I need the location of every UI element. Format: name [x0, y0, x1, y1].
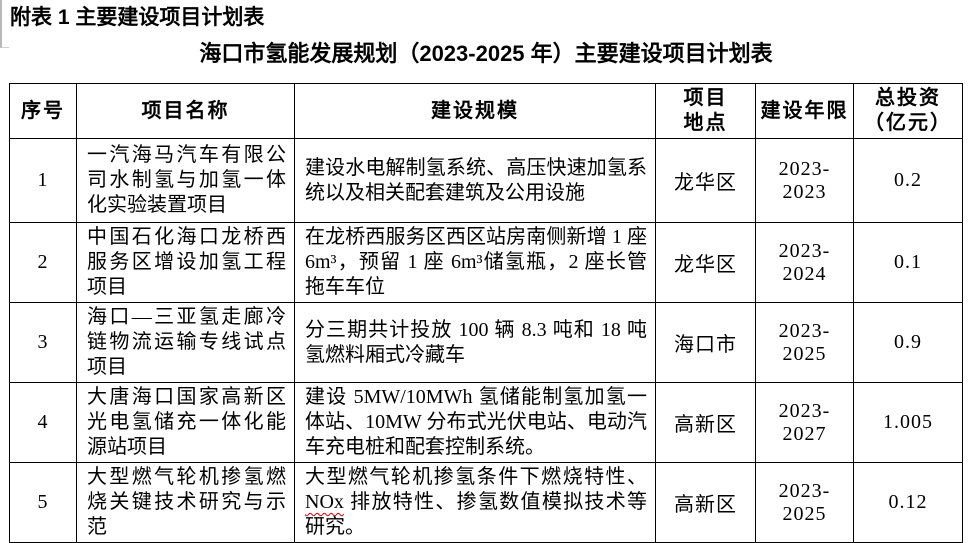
projects-table: 序号 项目名称 建设规模 项目 地点 建设年限 总投资 （亿元） 1 一汽海马汽…	[9, 83, 963, 543]
cell-scale: 在龙桥西服务区西区站房南侧新增 1 座 6m³，预留 1 座 6m³储氢瓶，2 …	[294, 222, 656, 303]
cell-period: 2023-2023	[755, 138, 854, 223]
col-header-location: 项目 地点	[655, 83, 756, 139]
cell-investment: 0.9	[853, 302, 963, 383]
cell-index: 5	[9, 462, 77, 543]
table-title: 海口市氢能发展规划（2023-2025 年）主要建设项目计划表	[199, 41, 773, 66]
cell-index: 4	[9, 382, 77, 463]
col-header-period: 建设年限	[755, 83, 854, 139]
cell-project-name: 大型燃气轮机掺氢燃烧关键技术研究与示范	[76, 462, 295, 543]
table-row: 5 大型燃气轮机掺氢燃烧关键技术研究与示范 大型燃气轮机掺氢条件下燃烧特性、 NO…	[9, 462, 963, 543]
cell-scale: 建设水电解制氢系统、高压快速加氢系统以及相关配套建筑及公用设施	[294, 138, 656, 223]
col-header-name: 项目名称	[76, 83, 295, 139]
table-row: 1 一汽海马汽车有限公司水制氢与加氢一体化实验装置项目 建设水电解制氢系统、高压…	[9, 138, 963, 223]
col-header-scale: 建设规模	[294, 83, 656, 139]
cell-investment: 0.2	[853, 138, 963, 223]
cell-period: 2023-2025	[755, 462, 854, 543]
cell-investment: 1.005	[853, 382, 963, 463]
cell-location: 高新区	[655, 382, 756, 463]
cell-investment: 0.12	[853, 462, 963, 543]
table-row: 2 中国石化海口龙桥西服务区增设加氢工程项目 在龙桥西服务区西区站房南侧新增 1…	[9, 222, 963, 303]
cell-project-name: 一汽海马汽车有限公司水制氢与加氢一体化实验装置项目	[76, 138, 295, 223]
scale-text-before: 大型燃气轮机掺氢条件下燃烧特性、	[305, 466, 647, 488]
cell-location: 龙华区	[655, 222, 756, 303]
cell-scale: 建设 5MW/10MWh 氢储能制氢加氢一体站、10MW 分布式光伏电站、电动汽…	[294, 382, 656, 463]
cell-project-name: 海口—三亚氢走廊冷链物流运输专线试点项目	[76, 302, 295, 383]
cell-location: 高新区	[655, 462, 756, 543]
cell-period: 2023-2024	[755, 222, 854, 303]
table-row: 3 海口—三亚氢走廊冷链物流运输专线试点项目 分三期共计投放 100 辆 8.3…	[9, 302, 963, 383]
spellcheck-marked-text: NOx	[305, 491, 344, 513]
cell-investment: 0.1	[853, 222, 963, 303]
cell-project-name: 中国石化海口龙桥西服务区增设加氢工程项目	[76, 222, 295, 303]
page-corner-artifact	[0, 0, 9, 48]
col-header-investment: 总投资 （亿元）	[853, 83, 963, 139]
header-row: 序号 项目名称 建设规模 项目 地点 建设年限 总投资 （亿元）	[9, 83, 963, 139]
cell-index: 1	[9, 138, 77, 223]
col-header-index: 序号	[9, 83, 77, 139]
cell-index: 3	[9, 302, 77, 383]
cell-project-name: 大唐海口国家高新区光电氢储充一体化能源站项目	[76, 382, 295, 463]
appendix-caption: 附表 1 主要建设项目计划表	[10, 6, 265, 29]
cell-index: 2	[9, 222, 77, 303]
table-row: 4 大唐海口国家高新区光电氢储充一体化能源站项目 建设 5MW/10MWh 氢储…	[9, 382, 963, 463]
cell-scale: 大型燃气轮机掺氢条件下燃烧特性、 NOx 排放特性、掺氢数值模拟技术等研究。	[294, 462, 656, 543]
cell-scale: 分三期共计投放 100 辆 8.3 吨和 18 吨氢燃料厢式冷藏车	[294, 302, 656, 383]
cell-location: 龙华区	[655, 138, 756, 223]
scale-text-after: 排放特性、掺氢数值模拟技术等研究。	[305, 491, 647, 538]
cell-period: 2023-2025	[755, 302, 854, 383]
cell-location: 海口市	[655, 302, 756, 383]
cell-period: 2023-2027	[755, 382, 854, 463]
